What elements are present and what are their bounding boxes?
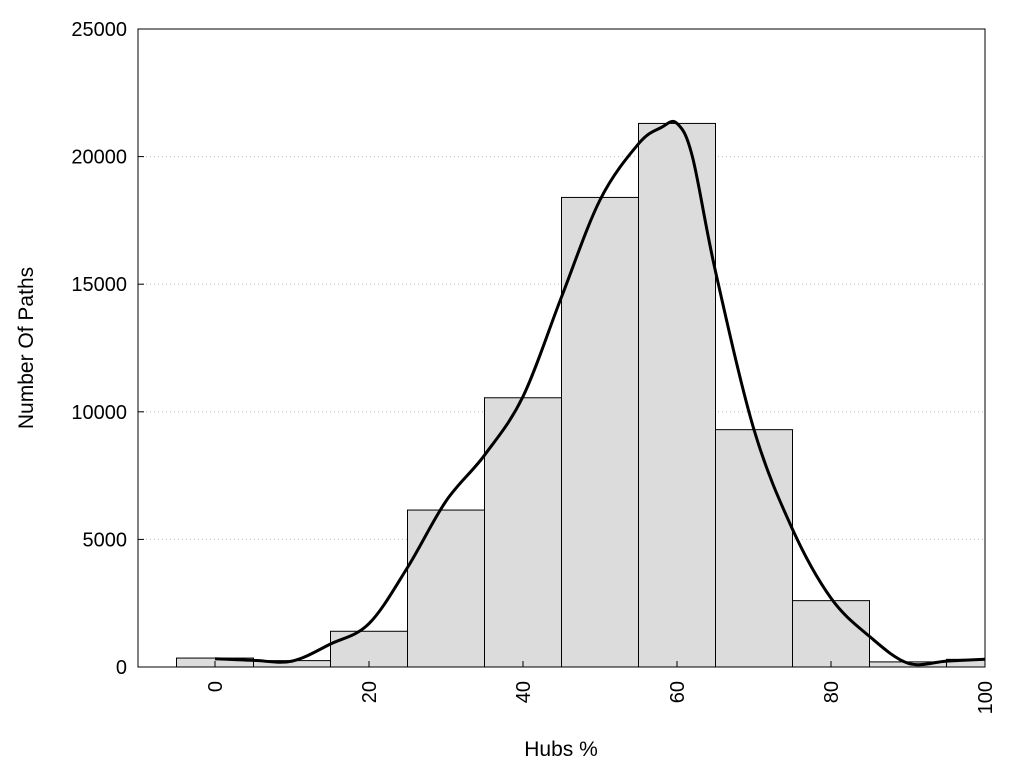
y-tick-label: 0: [116, 657, 127, 679]
x-tick-label: 80: [821, 681, 843, 703]
x-tick-label: 100: [975, 681, 997, 714]
x-tick-label: 40: [513, 681, 535, 703]
x-tick-label: 60: [667, 681, 689, 703]
histogram-bar: [561, 196, 639, 668]
y-tick-label: 5000: [83, 529, 128, 551]
y-axis-title: Number Of Paths: [15, 267, 38, 429]
density-curve: [214, 119, 986, 667]
density-curve-group: [214, 119, 986, 667]
histogram-bars: [176, 122, 986, 668]
histogram-bar: [407, 509, 485, 668]
y-axis-ticks: 0 5000 10000 15000 20000 25000: [71, 19, 144, 679]
histogram-bar: [715, 429, 793, 668]
y-tick-label: 20000: [71, 147, 127, 169]
histogram-bar: [792, 600, 870, 668]
plot-frame: [137, 28, 986, 668]
x-axis-title: Hubs %: [524, 738, 598, 761]
x-tick-label: 0: [205, 681, 227, 692]
y-tick-label: 15000: [71, 274, 127, 296]
y-tick-label: 25000: [71, 19, 127, 41]
histogram-bar: [638, 122, 716, 668]
y-tick-label: 10000: [71, 402, 127, 424]
x-tick-label: 20: [359, 681, 381, 703]
x-axis-ticks: 0 20 40 60 80 100: [205, 661, 997, 714]
